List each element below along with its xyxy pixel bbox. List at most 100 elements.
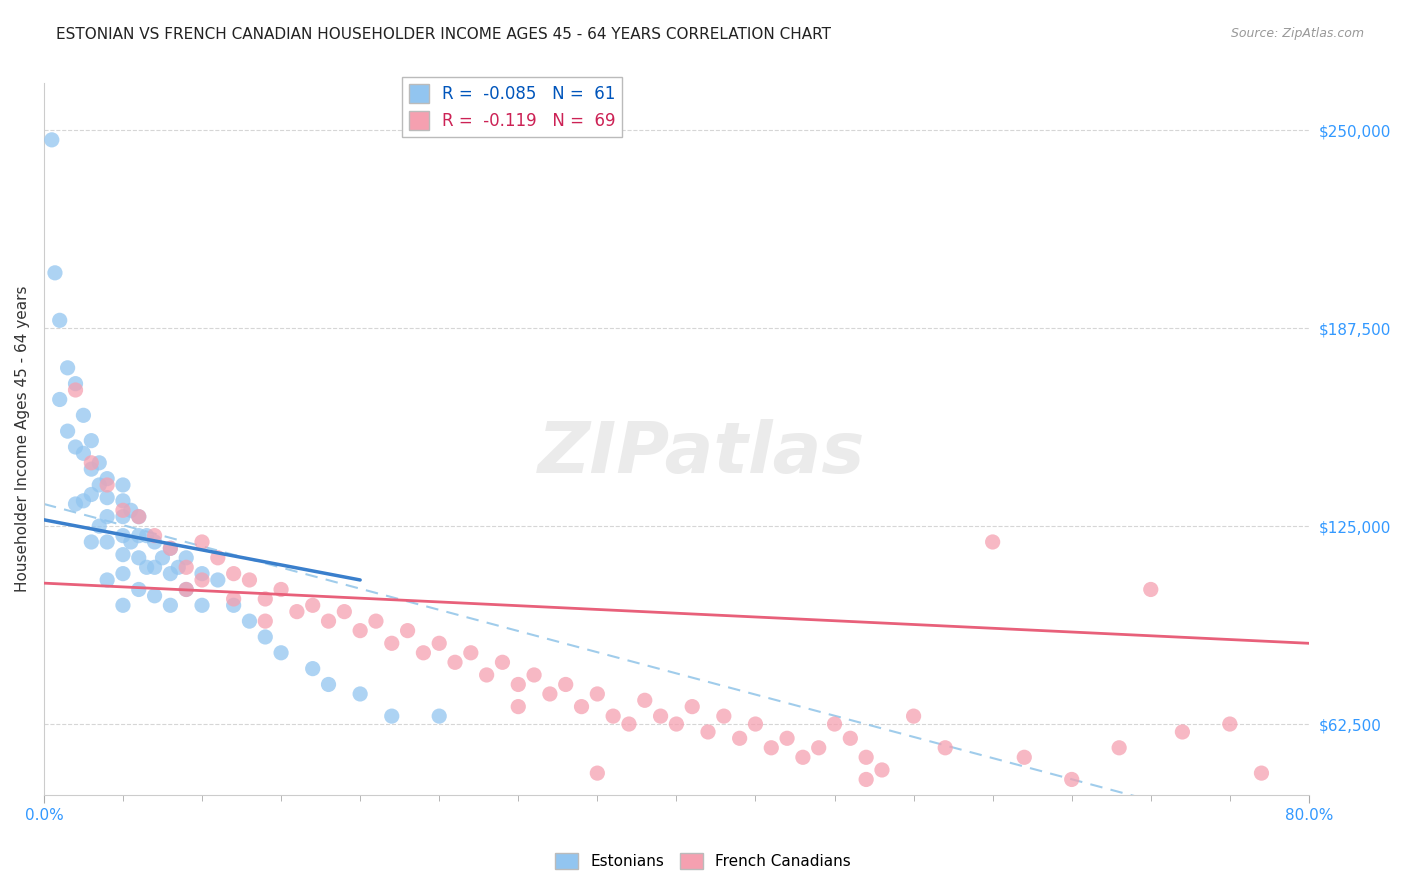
Point xyxy=(349,687,371,701)
Point xyxy=(111,509,134,524)
Point xyxy=(89,519,111,533)
Point xyxy=(159,541,181,556)
Point xyxy=(427,636,450,650)
Point xyxy=(222,599,245,613)
Point xyxy=(174,582,197,597)
Y-axis label: Householder Income Ages 45 - 64 years: Householder Income Ages 45 - 64 years xyxy=(15,285,30,592)
Point xyxy=(744,717,766,731)
Point xyxy=(412,646,434,660)
Point xyxy=(128,509,150,524)
Point xyxy=(349,624,371,638)
Point xyxy=(381,709,404,723)
Point xyxy=(65,376,87,391)
Point xyxy=(586,687,609,701)
Point xyxy=(96,491,118,505)
Point xyxy=(207,550,229,565)
Point xyxy=(191,599,214,613)
Point xyxy=(111,503,134,517)
Point xyxy=(222,591,245,606)
Point xyxy=(839,731,862,746)
Point xyxy=(143,589,166,603)
Point xyxy=(1139,582,1161,597)
Point xyxy=(80,462,103,476)
Point xyxy=(174,550,197,565)
Point xyxy=(761,740,783,755)
Point xyxy=(381,636,404,650)
Point xyxy=(538,687,561,701)
Point xyxy=(89,478,111,492)
Legend: R =  -0.085   N =  61, R =  -0.119   N =  69: R = -0.085 N = 61, R = -0.119 N = 69 xyxy=(402,77,621,137)
Point xyxy=(270,582,292,597)
Point xyxy=(72,446,94,460)
Point xyxy=(44,266,66,280)
Point xyxy=(460,646,482,660)
Point xyxy=(318,614,340,628)
Point xyxy=(135,560,157,574)
Point xyxy=(111,599,134,613)
Point xyxy=(65,497,87,511)
Point xyxy=(222,566,245,581)
Point xyxy=(508,677,530,691)
Point xyxy=(254,630,277,644)
Point xyxy=(174,582,197,597)
Point xyxy=(981,535,1004,549)
Point xyxy=(72,409,94,423)
Point xyxy=(159,566,181,581)
Point xyxy=(571,699,593,714)
Text: Source: ZipAtlas.com: Source: ZipAtlas.com xyxy=(1230,27,1364,40)
Point xyxy=(143,528,166,542)
Point xyxy=(128,550,150,565)
Point xyxy=(396,624,419,638)
Text: ZIPatlas: ZIPatlas xyxy=(538,419,865,488)
Point xyxy=(111,493,134,508)
Point xyxy=(128,509,150,524)
Point xyxy=(152,550,174,565)
Point xyxy=(318,677,340,691)
Point xyxy=(167,560,190,574)
Point xyxy=(56,424,79,438)
Point xyxy=(96,472,118,486)
Point xyxy=(143,560,166,574)
Point xyxy=(143,535,166,549)
Point xyxy=(665,717,688,731)
Point xyxy=(285,605,308,619)
Point xyxy=(1060,772,1083,787)
Point xyxy=(776,731,799,746)
Point xyxy=(602,709,624,723)
Point xyxy=(427,709,450,723)
Point xyxy=(238,573,260,587)
Text: ESTONIAN VS FRENCH CANADIAN HOUSEHOLDER INCOME AGES 45 - 64 YEARS CORRELATION CH: ESTONIAN VS FRENCH CANADIAN HOUSEHOLDER … xyxy=(56,27,831,42)
Point xyxy=(270,646,292,660)
Point xyxy=(934,740,956,755)
Point xyxy=(523,668,546,682)
Point xyxy=(697,725,720,739)
Point xyxy=(444,655,467,669)
Point xyxy=(728,731,751,746)
Point xyxy=(120,535,142,549)
Point xyxy=(65,440,87,454)
Point xyxy=(159,541,181,556)
Point xyxy=(491,655,513,669)
Point xyxy=(855,750,877,764)
Point xyxy=(1171,725,1194,739)
Point xyxy=(207,573,229,587)
Point xyxy=(96,573,118,587)
Point xyxy=(72,493,94,508)
Point xyxy=(681,699,703,714)
Point xyxy=(508,699,530,714)
Point xyxy=(128,528,150,542)
Point xyxy=(120,503,142,517)
Point xyxy=(824,717,846,731)
Point xyxy=(364,614,387,628)
Point xyxy=(41,133,63,147)
Point xyxy=(634,693,657,707)
Point xyxy=(903,709,925,723)
Legend: Estonians, French Canadians: Estonians, French Canadians xyxy=(550,847,856,875)
Point xyxy=(80,535,103,549)
Point xyxy=(855,772,877,787)
Point xyxy=(254,614,277,628)
Point xyxy=(80,456,103,470)
Point xyxy=(48,392,70,407)
Point xyxy=(870,763,893,777)
Point xyxy=(301,599,323,613)
